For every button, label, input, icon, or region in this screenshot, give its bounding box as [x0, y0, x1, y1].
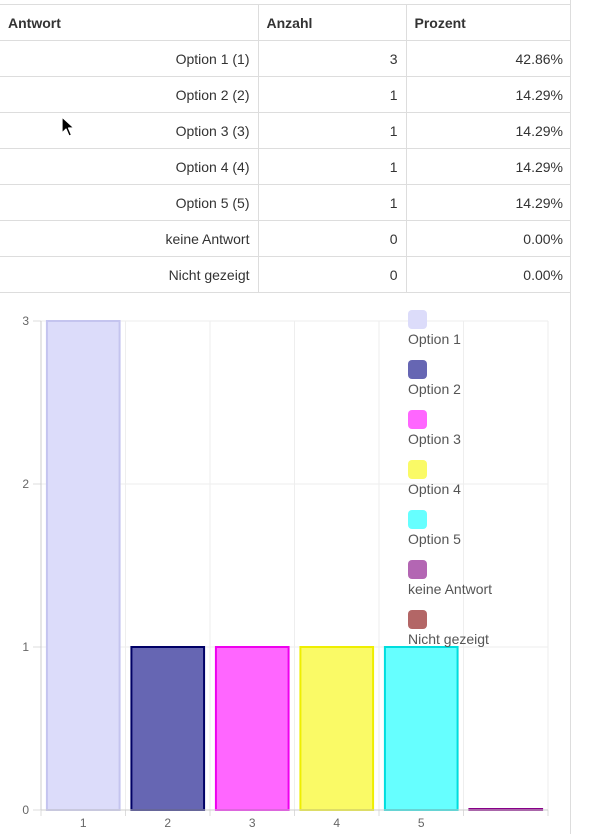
legend-swatch[interactable]: [408, 560, 427, 579]
header-prozent[interactable]: Prozent: [405, 4, 571, 41]
y-tick-label: 0: [22, 803, 29, 817]
header-antwort[interactable]: Antwort: [0, 4, 258, 41]
percent-cell: 14.29%: [405, 184, 571, 221]
bar-2[interactable]: [130, 646, 206, 811]
answer-cell: keine Antwort: [0, 220, 258, 257]
legend-swatch[interactable]: [408, 610, 427, 629]
percent-cell: 14.29%: [405, 112, 571, 149]
x-tick-label: 4: [333, 816, 340, 830]
chart-axes: 0 1 2 3 1 2 3 4 5: [22, 314, 549, 830]
table-row: Option 3 (3) 1 14.29%: [0, 112, 571, 149]
legend-label[interactable]: keine Antwort: [408, 581, 492, 597]
legend-label[interactable]: Option 5: [408, 531, 461, 547]
x-tick-label: 3: [249, 816, 256, 830]
content-border: [570, 0, 571, 834]
table-row: Nicht gezeigt 0 0.00%: [0, 256, 571, 293]
y-tick-label: 1: [22, 640, 29, 654]
count-cell: 3: [257, 40, 406, 77]
count-cell: 1: [257, 148, 406, 185]
answer-cell: Option 4 (4): [0, 148, 258, 185]
legend-swatch[interactable]: [408, 360, 427, 379]
table-row: Option 5 (5) 1 14.29%: [0, 184, 571, 221]
header-anzahl[interactable]: Anzahl: [257, 4, 406, 41]
table-row: keine Antwort 0 0.00%: [0, 220, 571, 257]
table-row: Option 1 (1) 3 42.86%: [0, 40, 571, 77]
legend-swatch[interactable]: [408, 410, 427, 429]
bar-4[interactable]: [299, 646, 375, 811]
percent-cell: 14.29%: [405, 148, 571, 185]
legend-swatch[interactable]: [408, 460, 427, 479]
bar-1[interactable]: [45, 320, 121, 811]
y-tick-label: 3: [22, 314, 29, 328]
percent-cell: 14.29%: [405, 76, 571, 113]
bar-3[interactable]: [214, 646, 290, 811]
answer-cell: Option 3 (3): [0, 112, 258, 149]
count-cell: 1: [257, 112, 406, 149]
count-cell: 1: [257, 184, 406, 221]
legend-label[interactable]: Option 4: [408, 481, 461, 497]
x-tick-label: 5: [418, 816, 425, 830]
legend-label[interactable]: Option 1: [408, 331, 461, 347]
legend-label[interactable]: Nicht gezeigt: [408, 631, 489, 647]
x-tick-label: 2: [164, 816, 171, 830]
results-table: Antwort Anzahl Prozent Option 1 (1) 3 42…: [0, 4, 571, 293]
count-cell: 0: [257, 256, 406, 293]
legend-label[interactable]: Option 3: [408, 431, 461, 447]
answer-cell: Option 2 (2): [0, 76, 258, 113]
x-tick-label: 1: [80, 816, 87, 830]
percent-cell: 42.86%: [405, 40, 571, 77]
mouse-cursor-icon: [61, 116, 75, 137]
legend-swatch[interactable]: [408, 310, 427, 329]
table-row: Option 2 (2) 1 14.29%: [0, 76, 571, 113]
y-tick-label: 2: [22, 477, 29, 491]
bar-5[interactable]: [383, 646, 459, 811]
table-header-row: Antwort Anzahl Prozent: [0, 4, 571, 41]
legend-label[interactable]: Option 2: [408, 381, 461, 397]
chart-legend: Option 1 Option 2 Option 3 Option 4 Option 5…: [408, 310, 492, 647]
percent-cell: 0.00%: [405, 256, 571, 293]
answer-cell: Nicht gezeigt: [0, 256, 258, 293]
count-cell: 1: [257, 76, 406, 113]
count-cell: 0: [257, 220, 406, 257]
answer-cell: Option 5 (5): [0, 184, 258, 221]
answer-cell: Option 1 (1): [0, 40, 258, 77]
table-row: Option 4 (4) 1 14.29%: [0, 148, 571, 185]
legend-swatch[interactable]: [408, 510, 427, 529]
percent-cell: 0.00%: [405, 220, 571, 257]
chart-bars: [45, 320, 544, 811]
